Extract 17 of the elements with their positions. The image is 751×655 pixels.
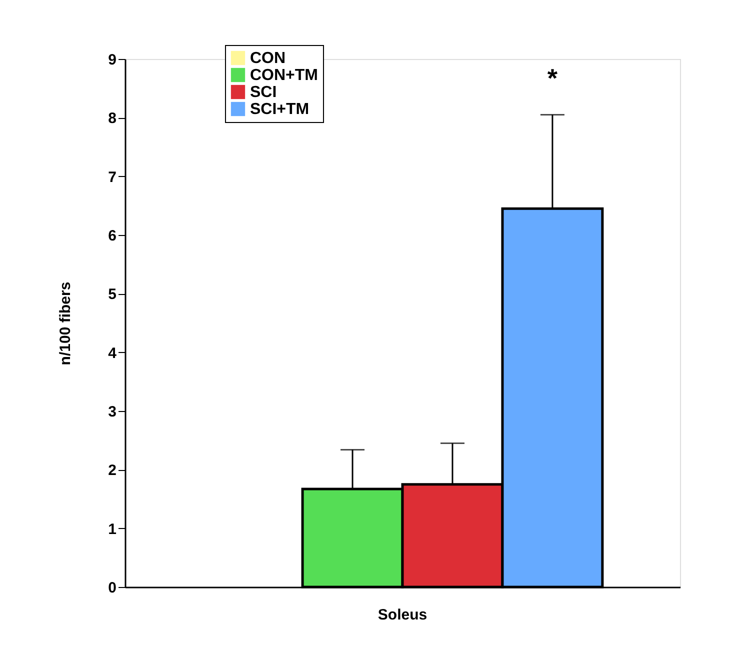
y-tick-label: 4 [108, 344, 118, 362]
y-tick-label: 2 [108, 462, 116, 480]
legend-label: CON+TM [250, 67, 318, 84]
annotation: * [547, 63, 558, 93]
legend-label: SCI+TM [250, 101, 310, 118]
y-tick-label: 6 [108, 228, 116, 244]
y-tick-label: 1 [108, 520, 116, 538]
y-tick-label: 8 [108, 110, 116, 128]
legend-label: SCI [250, 84, 277, 101]
y-tick-label: 7 [108, 168, 116, 186]
y-tick-label: 5 [108, 286, 116, 304]
x-tick-label: Soleus [378, 606, 428, 624]
y-tick-label: 3 [108, 404, 116, 420]
legend-label: CON [250, 50, 286, 67]
y-axis-title: n/100 fibers [57, 282, 74, 366]
y-tick-label: 0 [108, 580, 116, 596]
y-tick-label: 9 [108, 52, 116, 68]
